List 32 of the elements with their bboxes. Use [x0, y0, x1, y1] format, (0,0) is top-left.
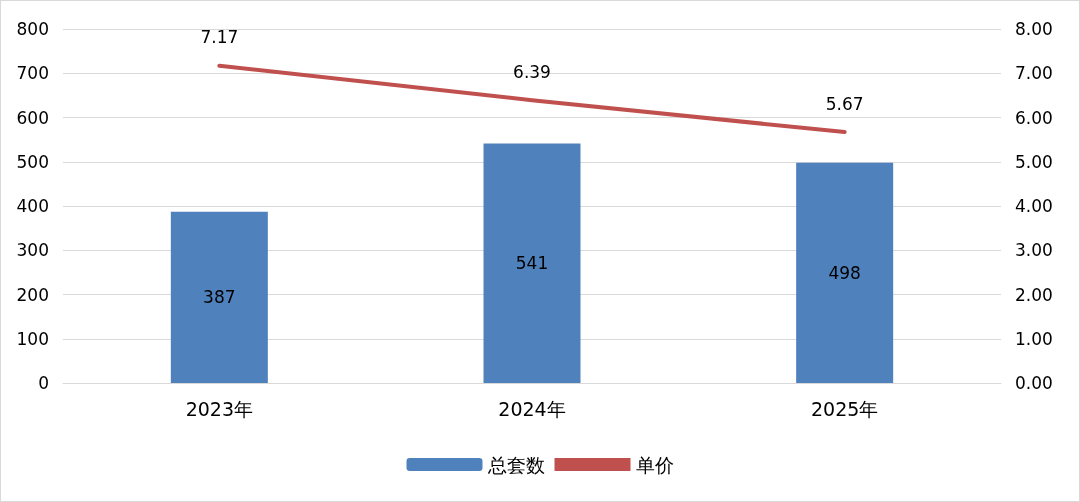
- y2-tick-label: 1.00: [1015, 328, 1053, 349]
- y2-tick-label: 7.00: [1015, 63, 1053, 84]
- y-tick-label: 600: [16, 107, 49, 128]
- y-tick-label: 500: [16, 151, 49, 172]
- y2-tick-label: 5.00: [1015, 151, 1053, 172]
- bar: [170, 211, 268, 383]
- data-label: 6.39: [513, 61, 551, 82]
- data-label: 541: [515, 253, 549, 274]
- x-tick-label: 2024年: [498, 397, 566, 420]
- data-label: 498: [828, 262, 861, 283]
- data-label: 7.17: [200, 27, 239, 48]
- y-tick-label: 800: [16, 19, 49, 39]
- y2-tick-label: 2.00: [1015, 284, 1053, 305]
- x-tick-label: 2025年: [810, 397, 879, 420]
- x-tick-label: 2023年: [185, 397, 254, 420]
- y2-tick-label: 3.00: [1015, 240, 1053, 261]
- y2-tick-label: 0.00: [1015, 373, 1053, 393]
- data-label: 5.67: [825, 93, 864, 114]
- data-label: 387: [203, 287, 236, 308]
- y-tick-label: 700: [16, 63, 49, 84]
- y2-tick-label: 6.00: [1015, 107, 1053, 128]
- bar: [483, 143, 581, 383]
- y2-tick-label: 4.00: [1015, 196, 1053, 216]
- y-tick-label: 0: [38, 373, 49, 393]
- bar: [796, 162, 894, 383]
- y-tick-label: 400: [16, 196, 49, 216]
- y2-tick-label: 8.00: [1015, 19, 1053, 39]
- y-tick-label: 300: [16, 240, 49, 261]
- legend-label: 总套数: [486, 453, 545, 476]
- y-tick-label: 200: [16, 284, 49, 305]
- legend-label: 单价: [635, 453, 674, 476]
- y-tick-label: 100: [16, 328, 49, 349]
